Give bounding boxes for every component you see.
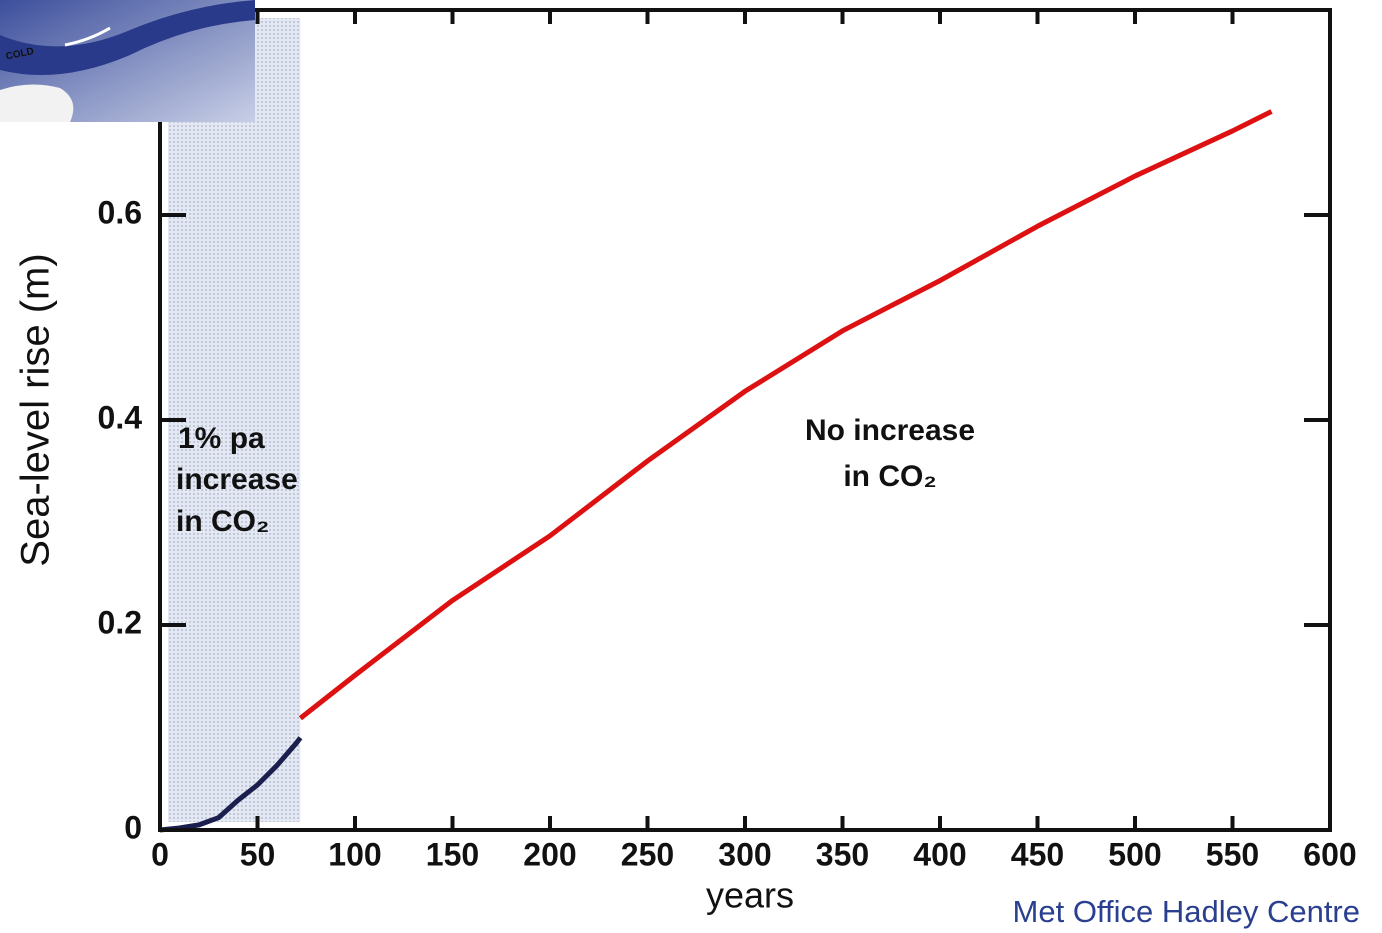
y-tick-label: 0 xyxy=(124,809,142,845)
annotation: in CO₂ xyxy=(176,505,269,538)
x-tick-label: 100 xyxy=(328,836,381,872)
inset-image: COLD xyxy=(0,0,255,122)
x-tick-label: 350 xyxy=(816,836,869,872)
y-tick-label: 0.6 xyxy=(98,194,142,230)
data-line xyxy=(159,736,303,833)
y-tick-label: 0.4 xyxy=(98,399,143,435)
x-tick-label: 300 xyxy=(718,836,771,872)
annotation: No increase xyxy=(805,414,975,447)
x-tick-label: 200 xyxy=(523,836,576,872)
inset-current xyxy=(0,0,255,75)
x-tick-label: 600 xyxy=(1303,836,1356,872)
y-axis-label: Sea-level rise (m) xyxy=(14,253,58,566)
x-tick-label: 550 xyxy=(1206,836,1259,872)
inset-arrow xyxy=(64,26,111,47)
x-axis-label: years xyxy=(706,875,794,916)
inset-land xyxy=(0,84,74,122)
data-line xyxy=(298,109,1273,721)
plot-area: 0 50 100 150 200 250 300 350 400 450 500 550 600 0 0.2… xyxy=(98,8,1357,872)
plot-frame xyxy=(158,8,1332,832)
x-tick-label: 450 xyxy=(1011,836,1064,872)
x-tick-label: 400 xyxy=(913,836,966,872)
x-tick-label: 150 xyxy=(426,836,479,872)
annotation: increase xyxy=(176,463,298,496)
x-tick-label: 500 xyxy=(1108,836,1161,872)
highlight-span xyxy=(168,18,301,822)
x-tick-label: 50 xyxy=(240,836,276,872)
x-tick-label: 0 xyxy=(151,836,169,872)
x-tick-label: 250 xyxy=(621,836,674,872)
y-tick-label: 0.2 xyxy=(98,604,142,640)
annotation: 1% pa xyxy=(178,422,265,455)
annotation: in CO₂ xyxy=(843,460,936,493)
credit: Met Office Hadley Centre xyxy=(1013,894,1360,929)
